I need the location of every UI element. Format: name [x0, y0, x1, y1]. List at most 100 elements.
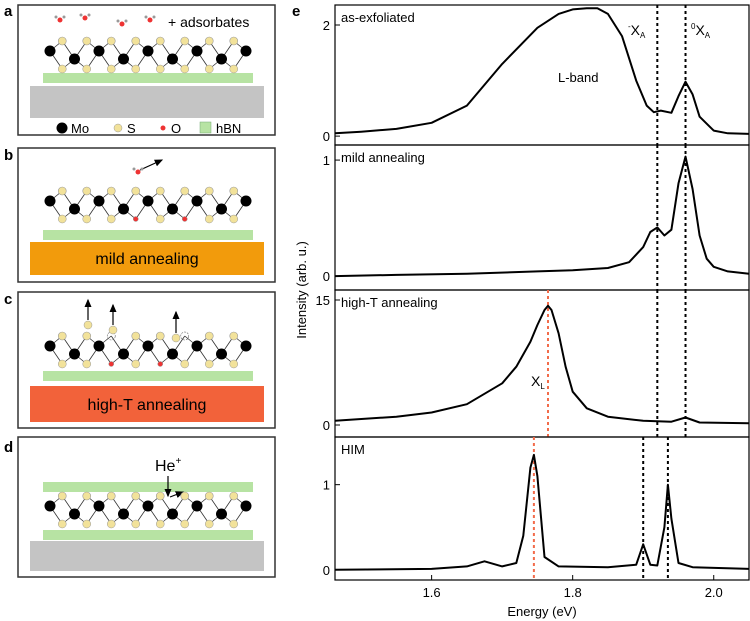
sulfur	[82, 36, 92, 46]
schematic: a b c d e + adsorbates Mo S O hBN mild a…	[4, 3, 300, 578]
legend-label: Mo	[71, 121, 89, 136]
molybdenum	[69, 508, 80, 520]
panel-frame	[17, 436, 276, 578]
adsorbate	[82, 15, 88, 21]
ion-charge: +	[175, 456, 181, 467]
annotation-sub: A	[640, 31, 646, 40]
sulfur	[82, 491, 92, 501]
molybdenum	[191, 340, 203, 352]
panel-label: d	[4, 439, 13, 456]
sulfur	[82, 331, 92, 341]
sulfur	[180, 491, 190, 501]
spectrum	[334, 7, 750, 135]
molybdenum	[191, 500, 203, 512]
sulfur	[229, 64, 238, 74]
sulfur	[82, 359, 91, 369]
molybdenum	[44, 195, 56, 207]
sulfur	[57, 491, 67, 501]
spectrum	[334, 304, 750, 425]
x-tick-label: 2.0	[705, 585, 723, 600]
plot-frame	[334, 436, 750, 581]
legend-o	[160, 125, 166, 131]
sulfur	[180, 331, 190, 341]
sulfur	[108, 325, 118, 335]
y-tick-label: 0	[323, 418, 330, 433]
sulfur	[180, 36, 190, 46]
sulfur	[58, 64, 67, 74]
molybdenum	[240, 45, 252, 57]
molybdenum	[118, 203, 129, 215]
molybdenum	[142, 195, 154, 207]
molybdenum	[93, 45, 105, 57]
panel-title: high-T annealing	[341, 295, 438, 310]
y-tick-label: 1	[323, 153, 330, 168]
y-tick-label: 0	[323, 269, 330, 284]
panel-label: b	[4, 147, 13, 164]
sulfur	[155, 36, 165, 46]
legend-mo	[56, 122, 68, 134]
sulfur	[107, 519, 116, 529]
substrate	[30, 86, 264, 118]
adsorbate	[147, 17, 153, 23]
molybdenum	[216, 348, 227, 360]
panel-frame	[17, 147, 276, 283]
adsorbate	[144, 15, 148, 19]
molybdenum	[167, 53, 178, 65]
legend-label: S	[127, 121, 136, 136]
legend-label: O	[171, 121, 181, 136]
adsorbate	[119, 21, 125, 27]
molybdenum	[142, 45, 154, 57]
molybdenum	[216, 203, 227, 215]
y-tick-label: 15	[316, 293, 330, 308]
sulfur	[180, 519, 189, 529]
adsorbate	[116, 19, 120, 23]
sulfur	[229, 214, 238, 224]
sulfur	[106, 36, 116, 46]
legend-label: hBN	[216, 121, 241, 136]
adsorbate	[57, 17, 63, 23]
molybdenum	[240, 195, 252, 207]
y-tick-label: 1	[323, 478, 330, 493]
molybdenum	[93, 340, 105, 352]
panel-label: c	[4, 291, 12, 308]
sulfur	[57, 36, 67, 46]
sulfur	[83, 320, 93, 330]
molybdenum	[142, 500, 154, 512]
sulfur	[205, 64, 214, 74]
panel-label: a	[4, 3, 13, 20]
sulfur	[204, 331, 214, 341]
hbn	[43, 482, 253, 492]
panel-title: HIM	[341, 442, 365, 457]
adsorbate	[132, 167, 136, 171]
sulfur	[229, 186, 239, 196]
sulfur	[131, 64, 140, 74]
x-tick-label: 1.6	[423, 585, 441, 600]
molybdenum	[93, 195, 105, 207]
annotation-sup: -	[628, 22, 631, 31]
annotation-sup: 0	[691, 22, 696, 31]
hbn	[43, 230, 253, 240]
hbn	[43, 371, 253, 381]
sulfur	[82, 519, 91, 529]
sulfur	[155, 491, 165, 501]
hbn	[43, 530, 253, 540]
sulfur	[229, 491, 239, 501]
sulfur	[156, 64, 165, 74]
sulfur	[205, 359, 214, 369]
molybdenum	[167, 348, 178, 360]
oxygen	[108, 361, 114, 367]
molybdenum	[216, 53, 227, 65]
oxygen	[157, 361, 163, 367]
adsorbate	[135, 169, 141, 175]
y-tick-label: 0	[323, 129, 330, 144]
plot-frame	[334, 4, 750, 146]
annotation-main: X	[631, 22, 641, 38]
sulfur	[107, 214, 116, 224]
sulfur	[156, 519, 165, 529]
sulfur	[82, 64, 91, 74]
molybdenum	[167, 508, 178, 520]
sulfur	[180, 186, 190, 196]
sulfur	[155, 331, 165, 341]
sulfur	[106, 186, 116, 196]
